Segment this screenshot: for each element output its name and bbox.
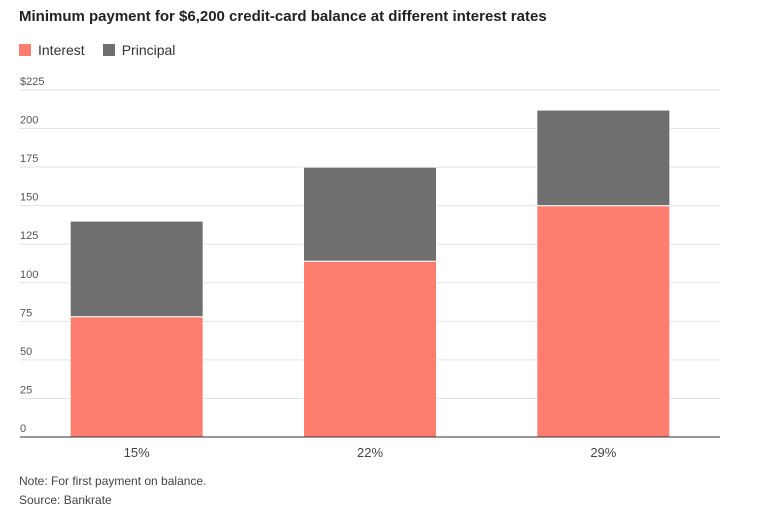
y-tick-label: 200 [20, 115, 38, 127]
chart-source: Source: Bankrate [19, 493, 112, 507]
bar-principal [69, 220, 204, 318]
legend-swatch-principal [102, 44, 115, 56]
legend-label-principal: Principal [121, 42, 176, 58]
bar-principal [303, 166, 437, 262]
y-tick-label: 100 [20, 269, 38, 281]
y-tick-label: 25 [20, 384, 32, 396]
chart-note: Note: For first payment on balance. [19, 474, 207, 488]
chart-title: Minimum payment for $6,200 credit-card b… [19, 8, 547, 25]
y-tick-label: 150 [20, 192, 38, 204]
y-tick-label: $225 [20, 76, 44, 88]
y-tick-label: 125 [20, 230, 38, 242]
x-tick-label: 29% [590, 445, 616, 460]
y-tick-label: 50 [20, 346, 32, 358]
x-tick-label: 22% [357, 445, 383, 460]
legend: Interest Principal [19, 42, 193, 58]
y-tick-label: 75 [20, 307, 32, 319]
y-tick-label: 175 [20, 153, 38, 165]
legend-item-principal: Principal [102, 42, 176, 58]
bar-interest [536, 205, 671, 438]
bar-interest [303, 260, 437, 438]
bar-interest [69, 316, 204, 438]
bar-principal [536, 109, 671, 207]
x-tick-label: 15% [124, 445, 150, 460]
legend-swatch-interest [19, 44, 31, 56]
legend-label-interest: Interest [38, 42, 85, 58]
y-tick-label: 0 [20, 423, 26, 435]
legend-item-interest: Interest [19, 42, 85, 58]
